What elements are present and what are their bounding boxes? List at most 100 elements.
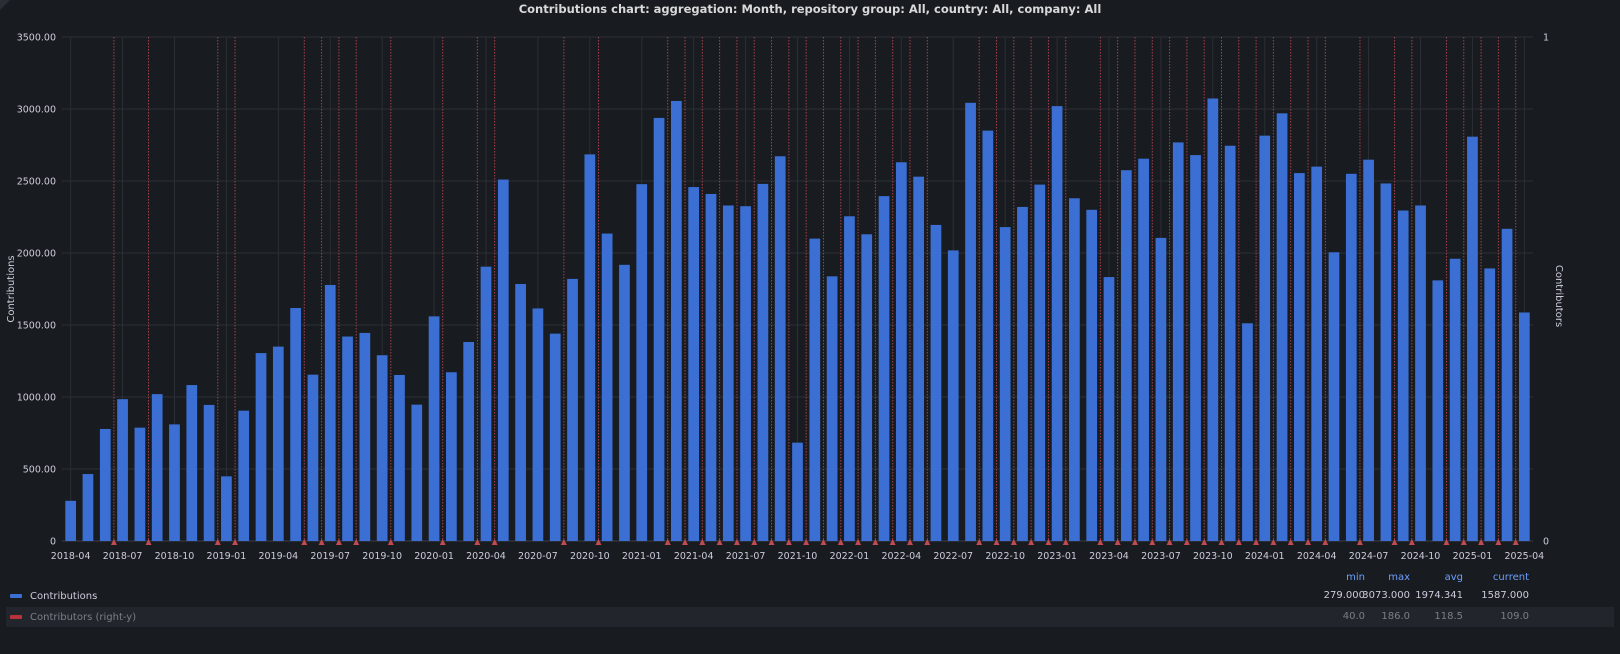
stat-max: 186.0 [1381, 611, 1410, 622]
bar-2018-07 [117, 399, 128, 541]
contributors-marker [1495, 539, 1502, 545]
contributors-marker [1028, 539, 1035, 545]
panel-menu-corner[interactable] [0, 0, 10, 10]
y-axis-label-left: Contributions [6, 255, 17, 322]
bar-2019-10 [376, 355, 388, 541]
bar-2018-10 [169, 424, 180, 541]
legend-header-avg[interactable]: avg [1444, 572, 1463, 583]
bar-2024-01 [1259, 135, 1271, 541]
contributors-marker [716, 539, 723, 545]
contributors-marker [1512, 539, 1519, 545]
legend-header-current[interactable]: current [1492, 572, 1529, 583]
contributors-marker [1045, 539, 1052, 545]
contributors-marker [751, 539, 758, 545]
contributors-marker [387, 539, 394, 545]
contributors-marker [768, 539, 775, 545]
legend-item-contributions[interactable]: Contributions [6, 586, 1614, 606]
contributors-marker [837, 539, 844, 545]
contributors-marker [1305, 539, 1312, 545]
bar-2023-06 [1138, 158, 1149, 541]
contributors-marker [1460, 539, 1467, 545]
bar-2020-09 [567, 278, 578, 541]
x-tick-label: 2018-04 [51, 551, 91, 562]
bar-2022-11 [1017, 206, 1028, 542]
bar-2022-02 [861, 234, 873, 541]
bar-2024-12 [1449, 258, 1461, 541]
series-color-swatch [10, 594, 22, 598]
bar-2023-09 [1190, 155, 1201, 541]
y-right-tick-label: 0 [1543, 537, 1549, 548]
y-tick-label: 2000.00 [17, 249, 56, 260]
bar-2024-11 [1432, 280, 1444, 541]
contributors-marker [924, 539, 931, 545]
y-tick-label: 1500.00 [17, 321, 56, 332]
bar-2023-07 [1155, 237, 1167, 541]
contributors-marker [474, 539, 481, 545]
contributors-marker [1062, 539, 1069, 545]
bar-2022-09 [982, 130, 994, 541]
legend-item-contributors[interactable]: Contributors (right-y) [6, 607, 1614, 627]
bar-2024-02 [1276, 113, 1288, 541]
bar-2020-11 [601, 233, 613, 541]
stat-avg: 1974.341 [1415, 590, 1463, 601]
bar-2023-03 [1086, 209, 1098, 542]
contributors-marker [785, 539, 792, 545]
bar-2021-12 [826, 276, 838, 541]
bar-2022-01 [844, 216, 855, 541]
x-tick-label: 2019-10 [362, 551, 402, 562]
x-tick-label: 2025-04 [1504, 551, 1544, 562]
contributors-marker [699, 539, 706, 545]
contributors-marker [301, 539, 308, 545]
legend-label: Contributions [30, 590, 98, 602]
x-tick-label: 2022-04 [881, 551, 921, 562]
bar-2021-07 [740, 206, 751, 541]
x-tick-label: 2020-04 [466, 551, 506, 562]
bar-2024-03 [1294, 173, 1305, 541]
contributors-marker [872, 539, 879, 545]
x-tick-label: 2025-01 [1453, 551, 1493, 562]
contributors-marker [682, 539, 689, 545]
bar-2022-08 [965, 102, 976, 542]
x-tick-label: 2021-04 [674, 551, 714, 562]
x-tick-label: 2022-01 [830, 551, 870, 562]
bar-2025-02 [1484, 268, 1496, 541]
x-tick-label: 2021-10 [778, 551, 818, 562]
stat-min: 40.0 [1342, 611, 1365, 622]
contributors-marker [214, 539, 221, 545]
bar-2019-09 [359, 332, 371, 541]
contributors-marker [1166, 539, 1173, 545]
contributors-marker [1183, 539, 1190, 545]
bar-2018-09 [151, 394, 163, 541]
bar-2019-06 [307, 374, 319, 541]
x-tick-label: 2024-07 [1349, 551, 1389, 562]
x-tick-label: 2020-07 [518, 551, 558, 562]
bar-2023-12 [1242, 323, 1253, 541]
bar-2023-04 [1103, 277, 1115, 541]
bar-2018-12 [203, 404, 215, 541]
contributors-marker [1408, 539, 1415, 545]
legend-header-max[interactable]: max [1388, 572, 1410, 583]
y-tick-label: 500.00 [23, 465, 56, 476]
contributors-marker [595, 539, 602, 545]
bar-2021-03 [670, 100, 682, 541]
contributors-marker [145, 539, 152, 545]
bar-2022-07 [947, 250, 959, 541]
bar-2021-05 [705, 193, 717, 541]
bar-2018-04 [65, 500, 77, 541]
bar-2023-02 [1069, 198, 1080, 541]
bar-2020-10 [584, 154, 596, 542]
x-tick-label: 2019-04 [258, 551, 298, 562]
bar-2022-10 [999, 227, 1011, 541]
bar-2018-06 [99, 428, 111, 541]
bar-2022-03 [878, 196, 890, 541]
contributors-series [110, 37, 1519, 545]
x-tick-label: 2018-07 [103, 551, 143, 562]
x-tick-label: 2018-10 [155, 551, 195, 562]
bar-2024-04 [1311, 166, 1323, 541]
bar-2020-05 [497, 179, 509, 541]
bar-2022-06 [930, 224, 942, 542]
x-tick-label: 2024-01 [1245, 551, 1285, 562]
legend-header-min[interactable]: min [1346, 572, 1365, 583]
y-axis-label-right: Contributors [1553, 265, 1564, 327]
bar-2018-05 [82, 474, 94, 541]
